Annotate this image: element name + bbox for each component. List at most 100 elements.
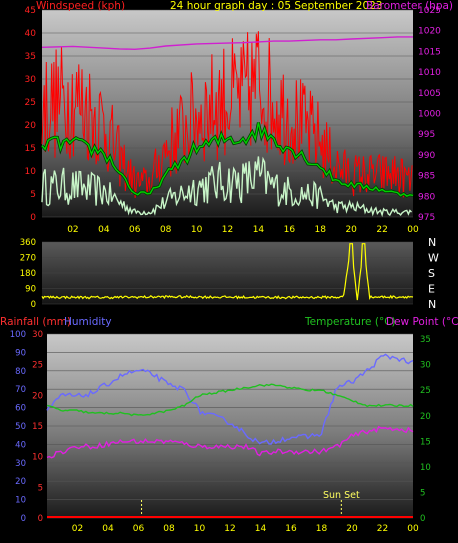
x-tick-label: 10	[194, 524, 206, 534]
avg-wind-line	[41, 122, 414, 197]
temperature-tick-label: 5	[420, 488, 425, 498]
x-tick-label: 08	[160, 225, 172, 235]
rain-tick-label: 15	[32, 422, 43, 432]
rain-tick-label: 20	[32, 391, 43, 401]
rain-tick-label: 30	[32, 330, 43, 340]
temperature-line	[46, 383, 414, 417]
x-tick-label: 20	[346, 524, 358, 534]
direction-line	[41, 243, 414, 301]
x-tick-label: 20	[345, 225, 357, 235]
x-tick-label: 04	[98, 225, 110, 235]
rain-tick-label: 10	[32, 453, 43, 463]
temperature-tick-label: 25	[420, 386, 431, 396]
temperature-tick-label: 10	[420, 463, 431, 473]
compass-label: N	[428, 236, 436, 249]
direction-tick-label: 0	[31, 300, 36, 310]
direction-tick-label: 360	[20, 238, 36, 248]
humidity-tick-label: 40	[15, 440, 26, 450]
x-tick-label: 22	[377, 524, 388, 534]
x-tick-label: 00	[407, 225, 419, 235]
wind-tick-label: 25	[25, 98, 36, 108]
compass-label: N	[428, 298, 436, 311]
wind-tick-label: 5	[30, 190, 36, 200]
chart-title: 24 hour graph day : 05 September 2023	[170, 0, 382, 12]
barometer-line	[41, 36, 413, 51]
x-tick-label: 14	[255, 524, 267, 534]
baro-tick-label: 1010	[418, 68, 441, 78]
baro-tick-label: 1015	[418, 47, 441, 57]
windspeed-axis-title: Windspeed (kph)	[36, 0, 125, 12]
rain-tick-label: 25	[32, 361, 43, 371]
low-wind-line	[41, 156, 412, 218]
sunset-label: Sun Set	[323, 490, 360, 501]
baro-tick-label: 1000	[418, 110, 441, 120]
temperature-tick-label: 35	[420, 335, 431, 345]
barometer-axis-title: Barometer (hpa)	[366, 0, 453, 12]
x-tick-label: 06	[133, 524, 145, 534]
rain-tick-label: 5	[38, 483, 43, 493]
humidity-tick-label: 70	[15, 385, 26, 395]
direction-tick-label: 270	[20, 254, 36, 264]
temperature-tick-label: 0	[420, 514, 425, 524]
wind-tick-label: 30	[25, 75, 37, 85]
baro-tick-label: 995	[418, 130, 435, 140]
humidity-tick-label: 20	[15, 477, 26, 487]
baro-tick-label: 1025	[418, 6, 441, 16]
x-tick-label: 02	[67, 225, 78, 235]
baro-tick-label: 980	[418, 192, 435, 202]
x-tick-label: 02	[72, 524, 83, 534]
x-tick-label: 14	[253, 225, 265, 235]
compass-label: S	[428, 267, 435, 280]
temperature-tick-label: 30	[420, 361, 431, 371]
x-tick-label: 12	[224, 524, 235, 534]
baro-tick-label: 1020	[418, 27, 441, 37]
temperature-axis-title: Temperature (°C)	[304, 316, 396, 328]
wind-tick-label: 35	[25, 52, 36, 62]
humidity-tick-label: 0	[21, 514, 26, 524]
x-tick-label: 16	[284, 225, 296, 235]
wind-tick-label: 15	[25, 144, 36, 154]
x-tick-label: 12	[222, 225, 233, 235]
wind-tick-label: 20	[25, 121, 37, 131]
direction-tick-label: 90	[25, 285, 36, 295]
wind-tick-label: 40	[25, 29, 37, 39]
humidity-line	[46, 353, 414, 445]
humidity-tick-label: 100	[10, 330, 26, 340]
baro-tick-label: 985	[418, 172, 435, 182]
dewpoint-line	[46, 425, 414, 459]
climate-panel: Rainfall (mm) Humidity Temperature (°C) …	[0, 316, 458, 534]
x-tick-label: 00	[407, 524, 419, 534]
humidity-tick-label: 60	[15, 404, 26, 414]
temperature-tick-label: 15	[420, 437, 431, 447]
humidity-tick-label: 80	[15, 367, 26, 377]
humidity-tick-label: 10	[15, 496, 26, 506]
humidity-axis-title: Humidity	[64, 316, 112, 328]
x-tick-label: 08	[163, 524, 175, 534]
temperature-tick-label: 20	[420, 412, 431, 422]
baro-tick-label: 990	[418, 151, 435, 161]
x-tick-label: 16	[285, 524, 297, 534]
x-tick-label: 18	[315, 225, 327, 235]
x-tick-label: 10	[191, 225, 203, 235]
x-tick-label: 06	[129, 225, 141, 235]
x-tick-label: 04	[102, 524, 114, 534]
rainfall-axis-title: Rainfall (mm)	[0, 316, 71, 328]
wind-tick-label: 0	[30, 213, 36, 223]
baro-tick-label: 975	[418, 213, 435, 223]
compass-label: E	[428, 283, 435, 296]
humidity-tick-label: 50	[15, 422, 26, 432]
wind-tick-label: 10	[25, 167, 37, 177]
x-tick-label: 22	[376, 225, 387, 235]
x-tick-label: 18	[316, 524, 328, 534]
rain-tick-label: 0	[38, 514, 43, 524]
direction-tick-label: 180	[20, 269, 36, 279]
baro-tick-label: 1005	[418, 89, 441, 99]
wind-tick-label: 45	[25, 6, 36, 16]
humidity-tick-label: 30	[15, 459, 26, 469]
humidity-tick-label: 90	[15, 348, 26, 358]
compass-label: W	[428, 252, 439, 265]
dewpoint-axis-title: Dew Point (°C)	[386, 316, 458, 328]
